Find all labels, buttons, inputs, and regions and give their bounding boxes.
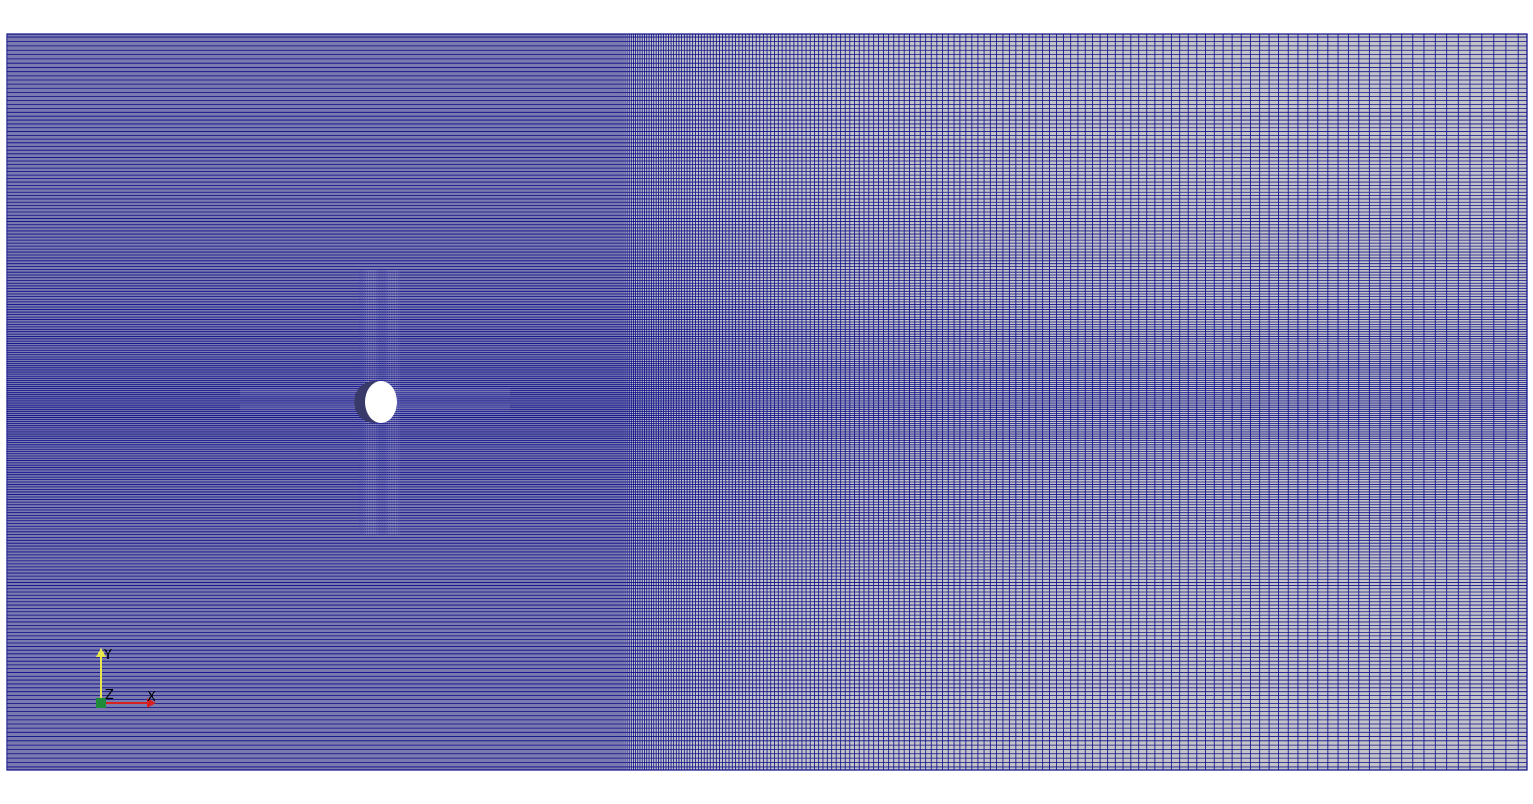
- mesh-domain-border: [6, 33, 1528, 771]
- cylinder-obstacle: [365, 381, 397, 423]
- x-axis-label: X: [147, 690, 156, 705]
- mesh-grid-path: [7, 34, 1527, 770]
- z-axis-marker-icon: [96, 698, 106, 708]
- x-axis-arrow-icon: [147, 698, 156, 708]
- y-axis-label: Y: [103, 648, 112, 663]
- y-axis-arrow-icon: [96, 648, 106, 657]
- mesh-grid-lines: [7, 34, 1527, 770]
- orientation-axes-widget: Y Z X: [96, 648, 156, 708]
- z-axis-label: Z: [105, 688, 114, 703]
